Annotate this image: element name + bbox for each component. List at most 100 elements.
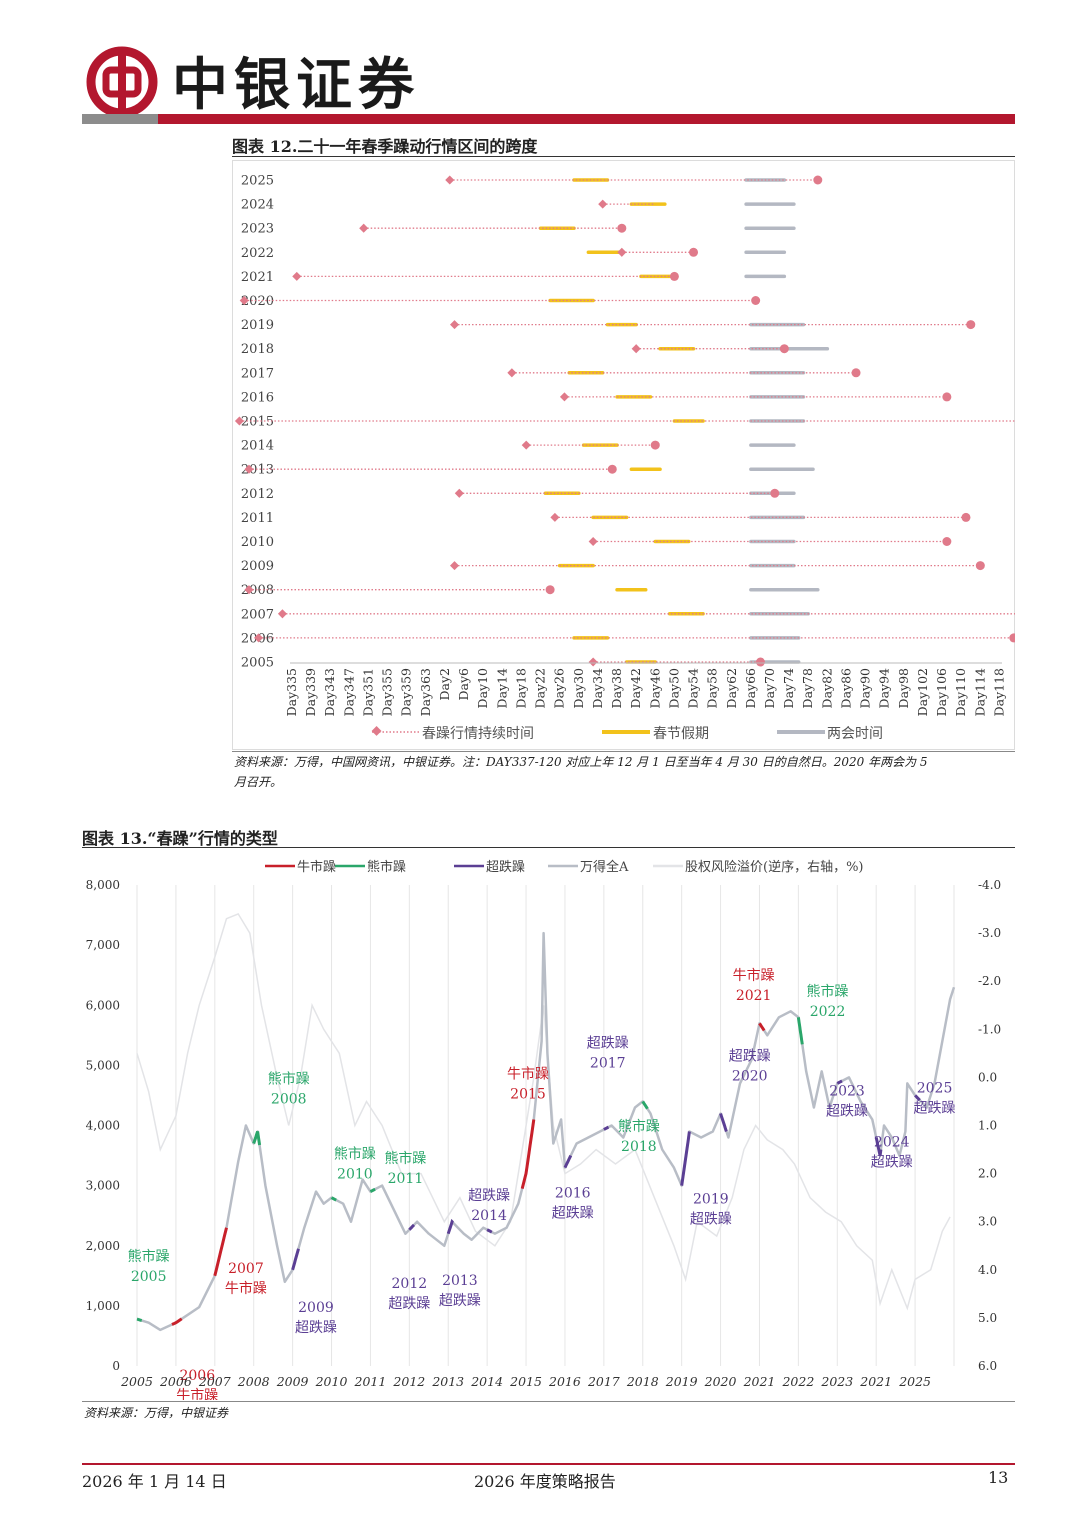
x-axis-tick: 2012 (392, 1374, 425, 1389)
figure12-source-note: 资料来源：万得，中国网资讯，中银证券。注：DAY337-120 对应上年 12 … (234, 752, 1015, 792)
erp-line (136, 912, 951, 1311)
x-axis-tick: 2021 (743, 1374, 776, 1389)
rally-start-marker-2005 (588, 657, 598, 667)
right-axis-tick: 5.0 (978, 1311, 997, 1325)
annotation-2011-line2: 2011 (388, 1171, 424, 1187)
row-2013: 2013 (241, 463, 815, 478)
year-label-2022: 2022 (241, 246, 274, 261)
figure12-source-line2: 月召开。 (234, 775, 283, 789)
annotation-2014-line1: 超跌躁 (468, 1188, 510, 1204)
annotation-2005-line2: 2005 (131, 1269, 167, 1285)
x-axis-tick: 2007 (198, 1374, 231, 1389)
x-axis-tick: 2008 (237, 1374, 270, 1389)
annotation-2023-line2: 超跌躁 (826, 1103, 868, 1119)
rally-end-marker-2023 (617, 223, 627, 233)
annotation-2018-line1: 熊市躁 (618, 1118, 660, 1135)
row-2019: 2019 (241, 318, 976, 333)
right-axis-tick: 1.0 (978, 1119, 997, 1133)
x-tick-Day82: Day82 (819, 668, 834, 708)
row-2018: 2018 (241, 342, 830, 357)
row-2014: 2014 (241, 439, 796, 454)
oversold-segment-2023 (836, 1079, 843, 1085)
oversold-segment-2020 (719, 1113, 728, 1132)
annotation-2021-line2: 2021 (736, 988, 772, 1004)
annotation-2015-line1: 牛市躁 (507, 1066, 549, 1083)
rally-end-marker-2018 (779, 344, 789, 354)
left-axis-tick: 0 (112, 1359, 120, 1373)
header-bar (82, 114, 158, 124)
year-label-2020: 2020 (241, 294, 274, 309)
left-axis-tick: 8,000 (86, 878, 120, 892)
year-label-2025: 2025 (241, 174, 274, 189)
x-tick-Day30: Day30 (571, 668, 586, 708)
x-axis-tick: 2020 (704, 1374, 737, 1389)
row-2011: 2011 (241, 511, 971, 526)
x-tick-Day6: Day6 (456, 668, 471, 701)
legend-label-4: 股权风险溢价(逆序，右轴，%) (685, 859, 864, 875)
figure13-bottom-rule (82, 1401, 1015, 1402)
row-2015: 2015 (234, 415, 1015, 430)
rally-start-marker-2023 (359, 223, 369, 233)
rally-end-marker-2021 (669, 271, 679, 281)
rally-start-marker-2011 (550, 512, 560, 522)
legend-label-3: 万得全A (580, 859, 629, 875)
row-2017: 2017 (241, 366, 861, 381)
annotation-2024-line2: 超跌躁 (871, 1155, 913, 1171)
x-tick-Day335: Day335 (284, 668, 299, 716)
year-label-2017: 2017 (241, 366, 274, 381)
rally-end-marker-2009 (975, 561, 985, 571)
row-2023: 2023 (241, 222, 796, 237)
rally-end-marker-2008 (545, 585, 555, 595)
x-axis-tick: 2015 (509, 1374, 542, 1389)
header-bar-accent (158, 114, 1015, 124)
legend-label-0: 牛市躁 (297, 859, 336, 875)
rally-start-marker-2024 (598, 199, 608, 209)
x-axis-tick: 2011 (354, 1374, 387, 1389)
left-axis-tick: 5,000 (86, 1058, 120, 1072)
bear-segment-2008 (252, 1131, 262, 1146)
year-label-2009: 2009 (241, 559, 274, 574)
rally-start-marker-2017 (507, 368, 517, 378)
annotation-2007-line2: 牛市躁 (225, 1280, 267, 1297)
bear-segment-2005 (136, 1317, 143, 1322)
right-axis-tick: 3.0 (978, 1215, 997, 1229)
bear-segment-2022 (796, 1017, 804, 1045)
x-tick-Day42: Day42 (628, 668, 643, 708)
oversold-segment-2013 (446, 1218, 454, 1235)
right-axis-tick: -1.0 (978, 1022, 1001, 1036)
rally-end-marker-2014 (650, 440, 660, 450)
year-label-2019: 2019 (241, 318, 274, 333)
figure12-bottom-rule (232, 751, 1015, 752)
year-label-2021: 2021 (241, 270, 274, 285)
row-2009: 2009 (241, 559, 985, 574)
annotation-2006-line2: 牛市躁 (176, 1387, 218, 1400)
rally-end-marker-2020 (751, 296, 761, 305)
row-2021: 2021 (241, 270, 787, 285)
annotation-2009-line1: 2009 (298, 1300, 334, 1316)
row-2025: 2025 (241, 174, 823, 189)
oversold-segment-2016 (563, 1154, 573, 1169)
x-axis-tick: 2018 (626, 1374, 659, 1389)
rally-start-marker-2018 (631, 344, 641, 354)
oversold-segment-2019 (680, 1131, 691, 1186)
annotation-2017-line1: 超跌躁 (587, 1035, 629, 1051)
figure12-source-line1: 资料来源：万得，中国网资讯，中银证券。注：DAY337-120 对应上年 12 … (234, 755, 928, 769)
x-axis-tick: 2016 (548, 1374, 581, 1389)
right-axis-tick: -4.0 (978, 878, 1001, 892)
x-axis-tick: 2017 (587, 1374, 620, 1389)
row-2012: 2012 (241, 487, 796, 502)
x-tick-Day347: Day347 (341, 668, 356, 716)
row-2005: 2005 (241, 656, 801, 671)
left-axis-tick: 4,000 (86, 1119, 120, 1133)
x-tick-Day14: Day14 (494, 668, 509, 708)
footer-report-name: 2026 年度策略报告 (474, 1472, 616, 1491)
right-axis-tick: 0.0 (978, 1070, 997, 1084)
rally-start-marker-2009 (449, 561, 460, 571)
left-axis-tick: 3,000 (86, 1179, 120, 1193)
rally-end-marker-2017 (851, 368, 861, 378)
row-2016: 2016 (241, 390, 952, 405)
annotation-2020-line2: 2020 (732, 1069, 768, 1085)
right-axis-tick: 2.0 (978, 1167, 997, 1181)
x-tick-Day70: Day70 (762, 668, 777, 708)
rally-end-marker-2011 (961, 512, 971, 522)
